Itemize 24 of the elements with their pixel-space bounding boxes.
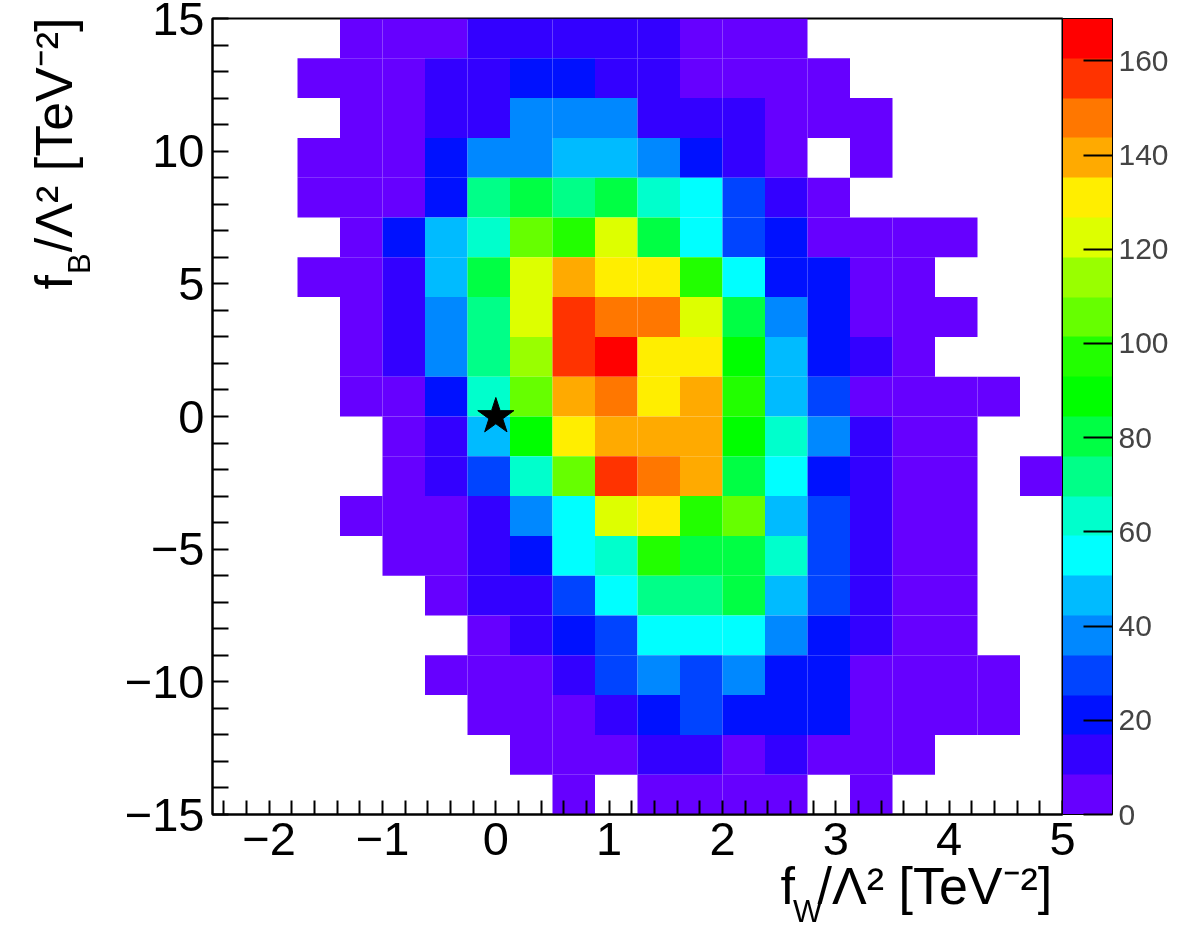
x-tick-label: 1 [596,811,623,865]
x-tick-label: −2 [242,811,296,865]
y-tick-label: 5 [178,256,205,310]
y-tick-label: 10 [152,124,205,178]
y-tick-label: −5 [150,522,205,576]
color-bar-label: 40 [1118,609,1152,643]
color-bar-label: 80 [1118,420,1152,454]
color-bar-label: 100 [1118,326,1169,360]
x-tick-label: −1 [355,811,410,865]
y-tick-label: 0 [178,389,205,443]
y-tick-label: −10 [124,654,205,708]
x-tick-label: 5 [1049,811,1076,865]
x-tick-label: 2 [709,811,736,865]
color-bar-label: 120 [1118,232,1169,266]
color-bar-label: 140 [1118,138,1169,172]
x-tick-label: 3 [822,811,849,865]
y-tick-label: −15 [124,787,205,841]
color-bar-label: 60 [1118,514,1152,548]
y-tick-label: 15 [152,0,205,45]
color-bar-label: 20 [1118,703,1152,737]
x-tick-label: 0 [482,811,509,865]
y-axis-title: fB/Λ² [TeV⁻²] [24,17,97,290]
x-tick-label: 4 [936,811,963,865]
color-bar-label: 160 [1118,43,1169,77]
